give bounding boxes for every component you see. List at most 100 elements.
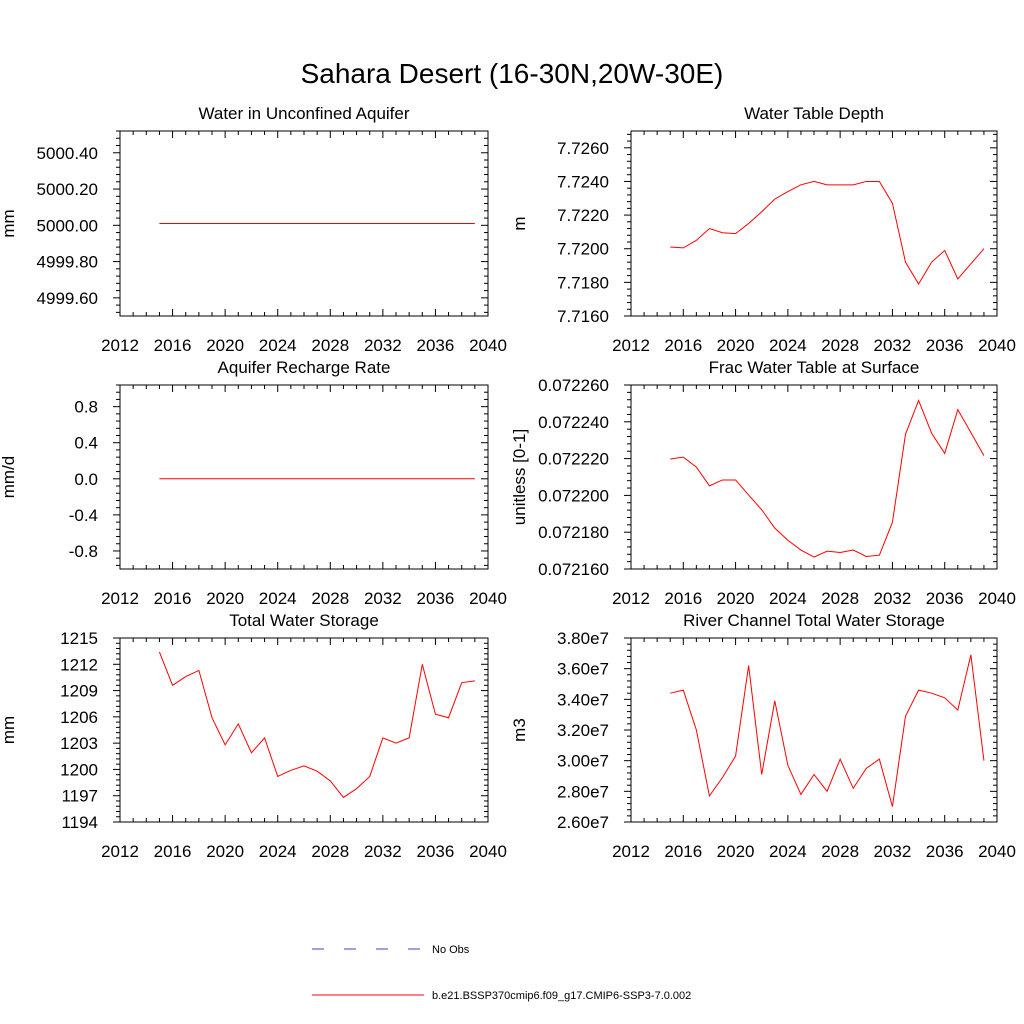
x-tick-label: 2020	[717, 589, 755, 608]
y-tick-label: 2.80e7	[557, 782, 609, 801]
chart-panel-5: Total Water Storage mm 2012 2016 2020 2024 202…	[0, 611, 507, 861]
chart-title: Frac Water Table at Surface	[709, 358, 920, 377]
x-tick-label: 2020	[206, 589, 244, 608]
x-tick-label: 2036	[926, 842, 964, 861]
y-axis-label: mm	[0, 209, 18, 237]
x-tick-label: 2028	[821, 842, 859, 861]
y-tick-label: 2.60e7	[557, 813, 609, 832]
plot-frame	[630, 130, 998, 317]
y-tick-label: 4999.80	[37, 253, 98, 272]
chart-panel-1: Water in Unconfined Aquifer mm 2012 2016 202…	[0, 104, 507, 355]
x-tick-label: 2020	[206, 336, 244, 355]
chart-panel-4: Frac Water Table at Surface unitless [0-1…	[510, 358, 1016, 608]
x-tick-label: 2040	[978, 589, 1016, 608]
y-tick-label: 1212	[60, 655, 98, 674]
y-tick-label: 0.072240	[538, 413, 609, 432]
x-tick-label: 2040	[469, 336, 507, 355]
x-tick-label: 2020	[206, 842, 244, 861]
y-tick-label: 4999.60	[37, 289, 98, 308]
x-tick-label: 2024	[259, 842, 297, 861]
series-line	[670, 654, 985, 807]
y-tick-label: 7.7160	[557, 307, 609, 326]
x-tick-label: 2012	[101, 842, 139, 861]
x-tick-label: 2024	[769, 842, 807, 861]
plot-frame	[119, 637, 489, 823]
y-tick-label: 0.4	[74, 434, 98, 453]
y-tick-label: -0.4	[69, 506, 98, 525]
y-tick-label: 1203	[60, 734, 98, 753]
y-tick-label: 7.7200	[557, 240, 609, 259]
x-tick-label: 2032	[874, 336, 912, 355]
x-tick-label: 2028	[311, 842, 349, 861]
x-tick-label: 2020	[717, 336, 755, 355]
x-tick-label: 2040	[469, 842, 507, 861]
y-tick-label: 0.072160	[538, 560, 609, 579]
x-tick-label: 2040	[978, 336, 1016, 355]
x-tick-label: 2016	[154, 842, 192, 861]
x-tick-label: 2016	[154, 336, 192, 355]
x-tick-label: 2024	[259, 589, 297, 608]
y-tick-label: 1194	[61, 813, 98, 832]
x-tick-label: 2016	[664, 589, 702, 608]
y-tick-label: 5000.40	[37, 144, 98, 163]
x-tick-label: 2028	[311, 589, 349, 608]
x-tick-label: 2024	[259, 336, 297, 355]
x-tick-label: 2032	[874, 842, 912, 861]
legend-label-model: b.e21.BSSP370cmip6.f09_g17.CMIP6-SSP3-7.…	[432, 990, 691, 1002]
y-tick-label: 0.072260	[538, 376, 609, 395]
y-tick-label: 0.072220	[538, 450, 609, 469]
chart-panel-3: Aquifer Recharge Rate mm/d 2012 2016 2020 202…	[0, 358, 507, 608]
x-tick-label: 2036	[417, 336, 455, 355]
x-tick-label: 2016	[664, 336, 702, 355]
x-tick-label: 2036	[926, 336, 964, 355]
y-tick-label: 1215	[60, 629, 98, 648]
y-tick-label: 1206	[60, 708, 98, 727]
x-tick-label: 2016	[664, 842, 702, 861]
legend-item-obs: No Obs	[312, 944, 470, 956]
y-tick-label: 0.072200	[538, 486, 609, 505]
y-tick-label: 3.00e7	[557, 752, 609, 771]
plot-frame	[630, 384, 998, 570]
x-tick-label: 2016	[154, 589, 192, 608]
y-tick-label: 7.7220	[557, 206, 609, 225]
x-tick-label: 2024	[769, 336, 807, 355]
y-tick-label: 1209	[60, 682, 98, 701]
y-tick-label: 5000.20	[37, 180, 98, 199]
x-tick-label: 2032	[364, 336, 402, 355]
y-tick-label: 3.20e7	[557, 721, 609, 740]
x-tick-label: 2036	[417, 589, 455, 608]
y-axis-label: unitless [0-1]	[510, 429, 529, 525]
y-tick-label: 7.7180	[557, 273, 609, 292]
y-tick-label: 3.80e7	[557, 629, 609, 648]
x-tick-label: 2020	[717, 842, 755, 861]
x-tick-label: 2028	[311, 336, 349, 355]
x-tick-label: 2028	[821, 336, 859, 355]
legend-label-obs: No Obs	[432, 944, 470, 956]
x-tick-label: 2032	[364, 842, 402, 861]
x-tick-label: 2032	[874, 589, 912, 608]
y-tick-label: 7.7260	[557, 139, 609, 158]
x-tick-label: 2012	[612, 336, 650, 355]
panels-group: Water in Unconfined Aquifer mm 2012 2016 202…	[0, 104, 1016, 861]
chart-title: Water Table Depth	[744, 104, 884, 123]
y-tick-label: 3.40e7	[557, 690, 609, 709]
y-tick-label: 0.8	[74, 398, 98, 417]
x-tick-label: 2012	[612, 842, 650, 861]
y-axis-label: m	[510, 216, 529, 230]
series-line	[670, 180, 985, 286]
x-tick-label: 2036	[926, 589, 964, 608]
x-tick-label: 2012	[101, 336, 139, 355]
x-tick-label: 2028	[821, 589, 859, 608]
plot-frame	[630, 637, 998, 823]
legend: No Obs b.e21.BSSP370cmip6.f09_g17.CMIP6-…	[312, 944, 691, 1002]
chart-title: River Channel Total Water Storage	[683, 611, 945, 630]
figure-title: Sahara Desert (16-30N,20W-30E)	[301, 58, 724, 89]
y-axis-label: mm	[0, 716, 18, 744]
y-tick-label: 0.072180	[538, 523, 609, 542]
y-tick-label: 0.0	[74, 470, 98, 489]
chart-title: Total Water Storage	[229, 611, 379, 630]
x-tick-label: 2012	[101, 589, 139, 608]
y-axis-label: mm/d	[0, 456, 18, 499]
